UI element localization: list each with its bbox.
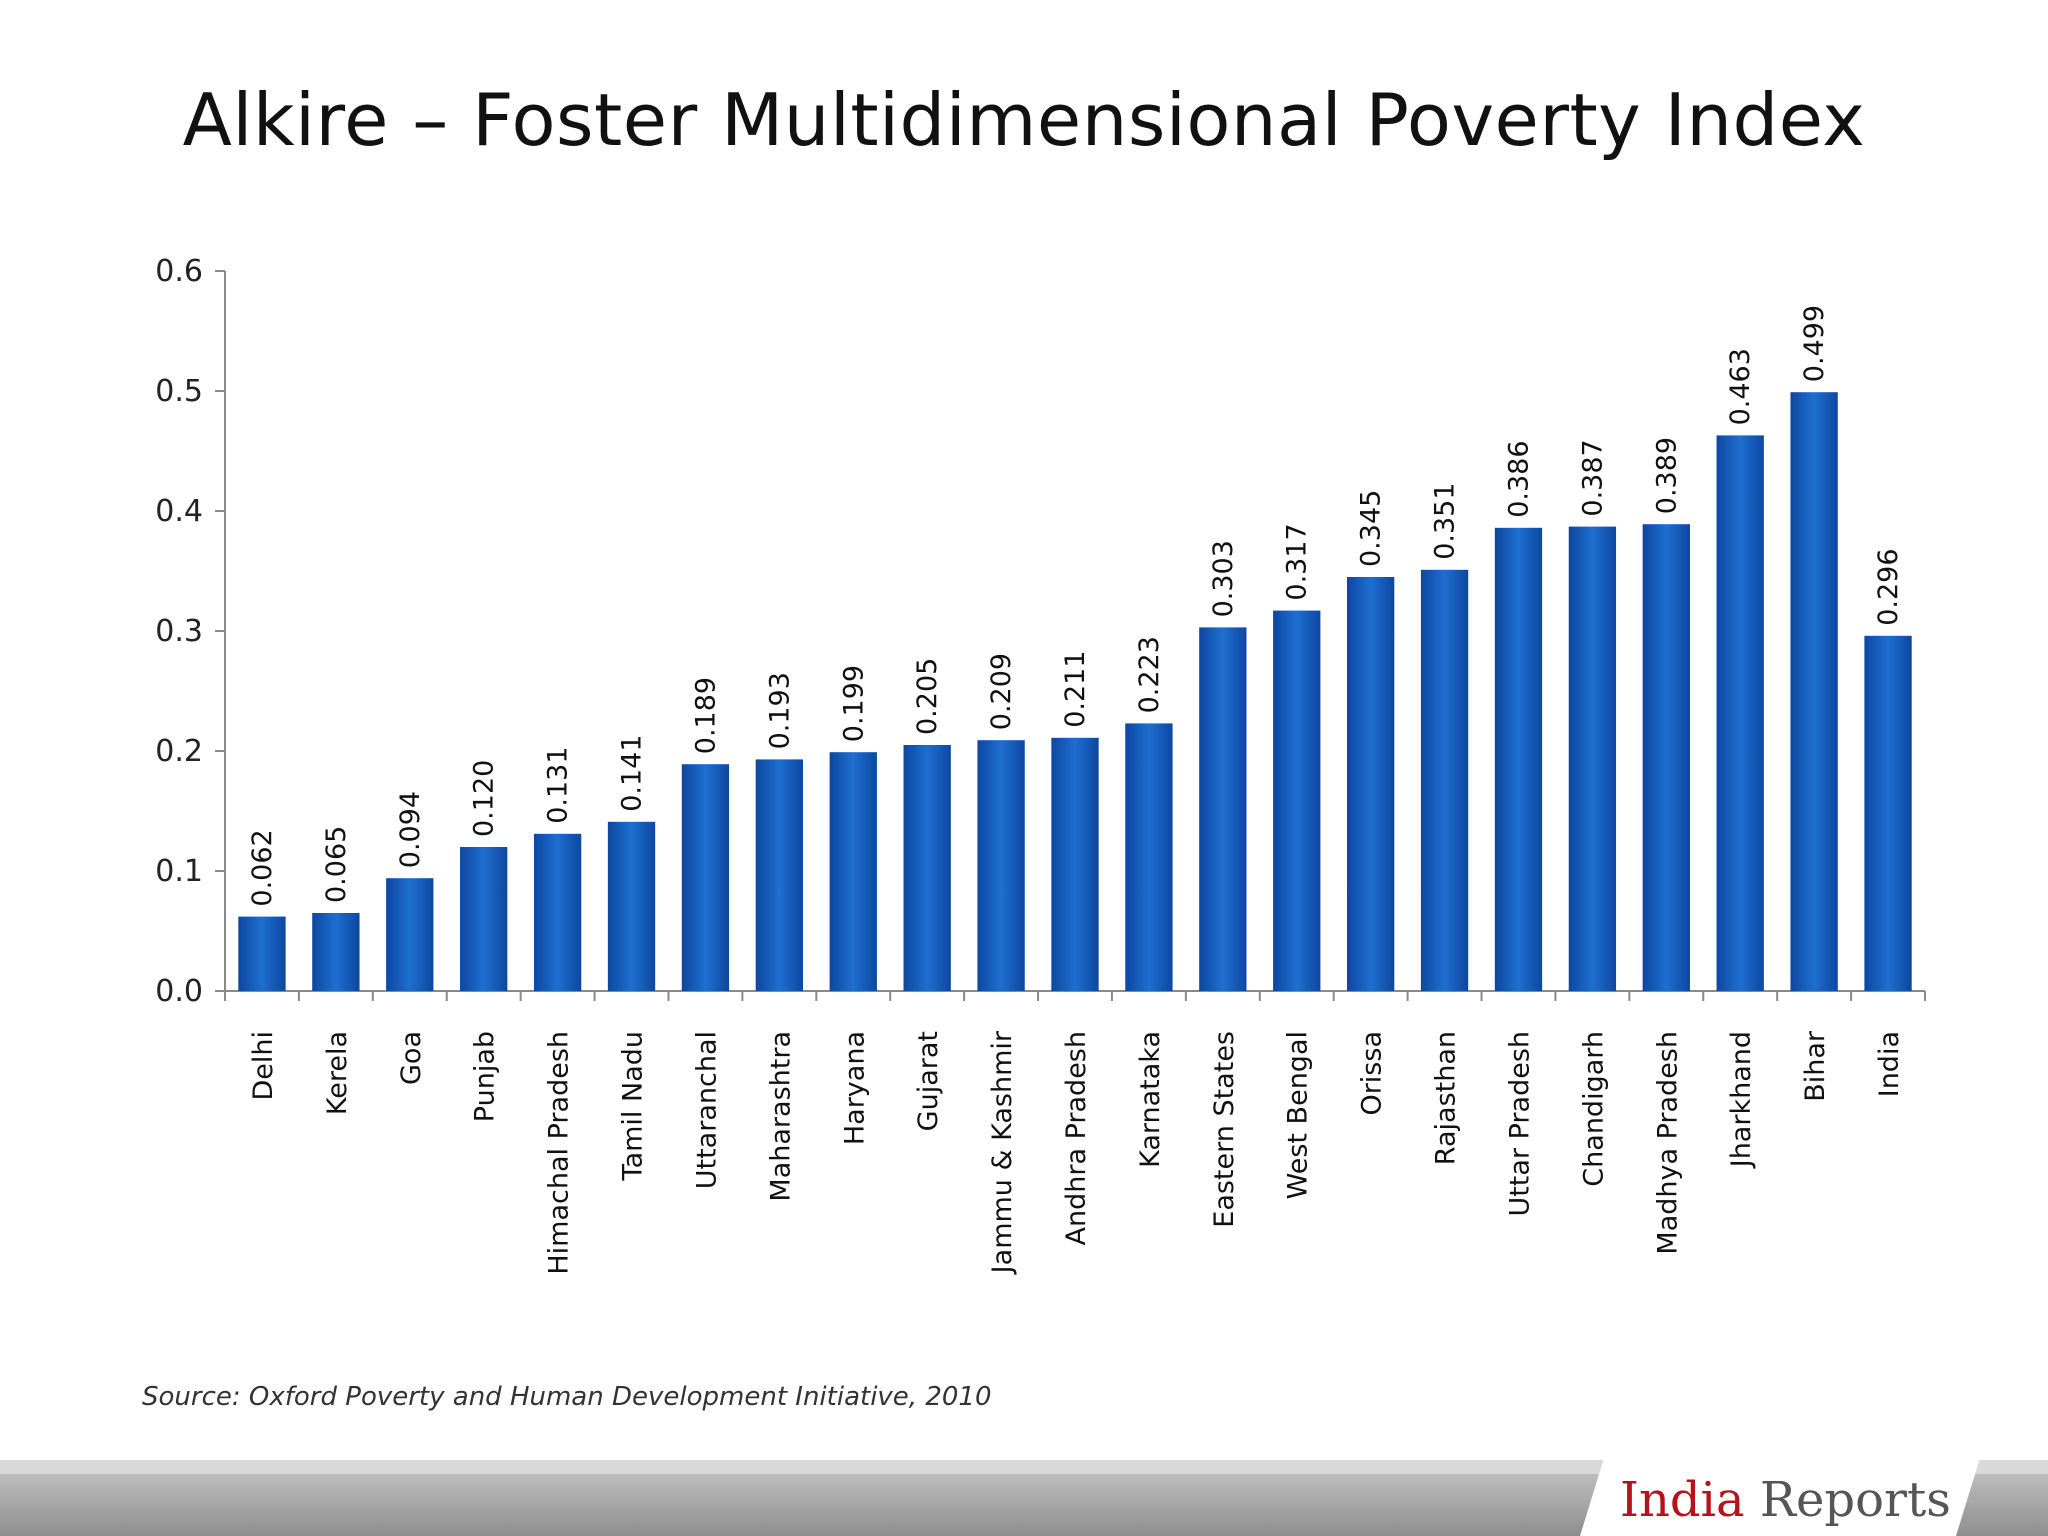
bar — [1790, 392, 1838, 991]
y-tick-label: 0.1 — [155, 854, 203, 889]
x-category-label: Kerela — [322, 1031, 353, 1115]
bar — [1716, 435, 1764, 991]
source-note: Source: Oxford Poverty and Human Develop… — [142, 1382, 992, 1412]
y-tick-label: 0.3 — [155, 614, 203, 649]
x-category-label: Uttaranchal — [691, 1031, 722, 1189]
x-category-label: Chandigarh — [1578, 1031, 1609, 1187]
bar-value-label: 0.211 — [1060, 651, 1091, 728]
bar — [1125, 723, 1173, 991]
x-category-label: Goa — [396, 1031, 427, 1085]
bar-value-label: 0.189 — [690, 677, 721, 754]
bar-value-label: 0.345 — [1356, 490, 1387, 567]
bar-value-label: 0.141 — [617, 735, 648, 812]
bar — [1051, 737, 1099, 991]
bar-value-label: 0.209 — [986, 653, 1017, 730]
bar-value-label: 0.065 — [321, 826, 352, 903]
y-tick-label: 0.5 — [155, 374, 203, 409]
bar — [460, 847, 508, 991]
x-category-label: Delhi — [248, 1031, 279, 1101]
bar-value-label: 0.205 — [912, 658, 943, 735]
bar — [681, 764, 730, 991]
bar — [1642, 524, 1690, 991]
x-category-label: Maharashtra — [765, 1031, 796, 1202]
bar-value-label: 0.387 — [1577, 439, 1608, 516]
bar-value-label: 0.062 — [247, 829, 278, 906]
bar — [312, 913, 360, 991]
x-category-label: West Bengal — [1283, 1031, 1314, 1199]
bar — [607, 821, 656, 991]
bar-value-label: 0.499 — [1799, 305, 1830, 382]
x-category-label: Jammu & Kashmir — [987, 1030, 1018, 1275]
x-category-label: Uttar Pradesh — [1504, 1031, 1535, 1217]
chart-title: Alkire – Foster Multidimensional Poverty… — [182, 78, 1866, 162]
y-tick-label: 0.2 — [155, 734, 203, 769]
bar — [386, 878, 434, 991]
x-category-label: Punjab — [470, 1031, 501, 1122]
bar — [903, 745, 951, 991]
bar — [1568, 526, 1617, 991]
bar — [1347, 577, 1395, 991]
bar-value-label: 0.463 — [1725, 348, 1756, 425]
bar-value-label: 0.386 — [1503, 441, 1534, 518]
y-tick-label: 0.0 — [155, 974, 203, 1009]
bar-value-label: 0.317 — [1282, 523, 1313, 600]
bar-value-label: 0.303 — [1208, 540, 1239, 617]
x-category-label: Himachal Pradesh — [544, 1031, 575, 1275]
x-category-label: Bihar — [1800, 1030, 1831, 1102]
y-tick-label: 0.4 — [155, 494, 203, 529]
bar-value-label: 0.120 — [469, 760, 500, 837]
x-category-label: Jharkhand — [1726, 1031, 1757, 1169]
x-category-label: Karnataka — [1135, 1031, 1166, 1168]
bar — [1199, 627, 1247, 991]
bar — [1864, 635, 1912, 991]
bar-value-label: 0.193 — [764, 672, 795, 749]
x-category-label: Tamil Nadu — [618, 1031, 649, 1181]
x-category-label: Gujarat — [913, 1031, 944, 1131]
india-reports-logo: India Reports — [1620, 1472, 1951, 1528]
bar — [755, 759, 803, 991]
logo-container — [1580, 1458, 1980, 1536]
bar — [238, 916, 286, 991]
x-category-label: Madhya Pradesh — [1652, 1031, 1683, 1255]
bar — [977, 740, 1025, 991]
bar — [1420, 569, 1469, 991]
bar-value-label: 0.223 — [1134, 636, 1165, 713]
bar-value-label: 0.094 — [395, 791, 426, 868]
bar-chart: 0.0 0.1 0.2 0.3 0.4 0.5 0.6 0.062 0.065 0.094 0.1… — [155, 254, 1926, 1275]
x-category-label: India — [1874, 1031, 1905, 1097]
bar-value-label: 0.389 — [1651, 437, 1682, 514]
x-category-label: Eastern States — [1209, 1031, 1240, 1228]
bar-value-label: 0.131 — [543, 747, 574, 824]
bar — [533, 833, 582, 991]
bar-value-label: 0.296 — [1873, 549, 1904, 626]
bar — [1494, 527, 1543, 991]
bar-value-label: 0.199 — [838, 665, 869, 742]
x-category-label: Orissa — [1357, 1031, 1388, 1116]
bars: 0.062 0.065 0.094 0.120 0.131 0.141 0.189 0.193… — [238, 305, 1912, 991]
x-category-label: Haryana — [839, 1031, 870, 1145]
bar — [829, 752, 877, 991]
x-category-label: Rajasthan — [1431, 1031, 1462, 1165]
y-tick-label: 0.6 — [155, 254, 203, 289]
bar-value-label: 0.351 — [1430, 483, 1461, 560]
x-category-label: Andhra Pradesh — [1061, 1031, 1092, 1245]
bar — [1273, 610, 1321, 991]
x-axis-labels: Delhi Kerela Goa Punjab Himachal Pradesh Tami… — [248, 1030, 1905, 1275]
